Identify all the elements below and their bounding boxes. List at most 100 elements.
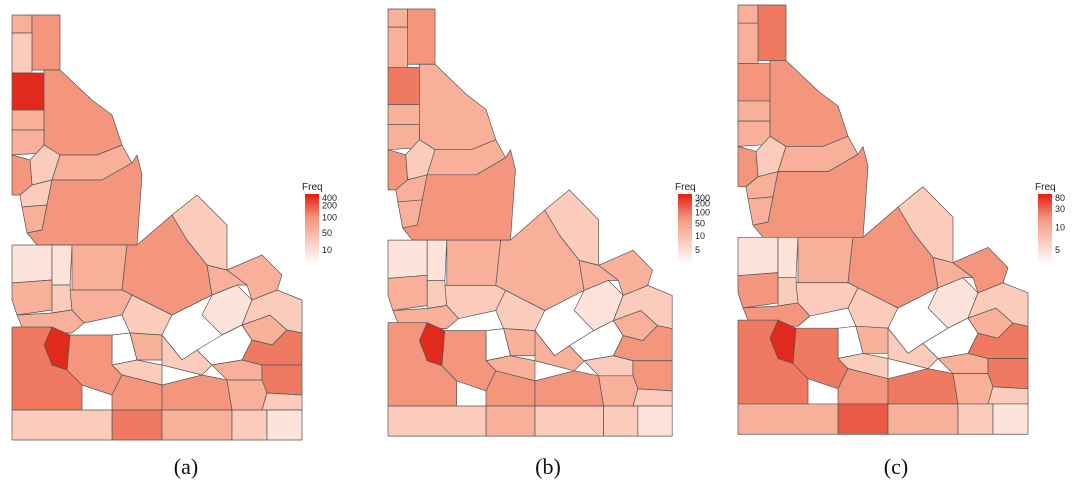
county-region-44 bbox=[957, 403, 994, 435]
county-region-5 bbox=[11, 109, 45, 131]
county-region-14 bbox=[387, 239, 428, 279]
county-region-6 bbox=[43, 69, 123, 156]
county-region-2 bbox=[757, 4, 787, 61]
county-region-36 bbox=[241, 289, 303, 334]
county-region-41 bbox=[987, 386, 1029, 405]
county-region-18 bbox=[797, 236, 854, 284]
legend-tick-label: 10 bbox=[1055, 222, 1065, 232]
county-region-36 bbox=[967, 282, 1029, 327]
county-region-29 bbox=[485, 355, 536, 382]
legend-tick-label: 200 bbox=[695, 198, 710, 208]
county-region-47 bbox=[598, 249, 653, 296]
county-region-22 bbox=[495, 290, 546, 331]
county-region-45 bbox=[266, 409, 303, 441]
county-region-46 bbox=[11, 409, 113, 441]
county-region-45 bbox=[637, 405, 673, 437]
legend-tick-label: 400 bbox=[322, 193, 337, 203]
county-region-29 bbox=[111, 359, 163, 386]
county-region-4 bbox=[387, 66, 420, 105]
county-region-2 bbox=[31, 14, 61, 71]
legend-title: Freq bbox=[675, 182, 696, 193]
county-region-42 bbox=[485, 405, 536, 437]
county-region-14 bbox=[737, 236, 779, 277]
county-region-5 bbox=[387, 104, 420, 125]
county-region-1 bbox=[387, 8, 408, 28]
county-region-15 bbox=[11, 279, 53, 316]
county-region-35 bbox=[987, 358, 1029, 390]
county-region-4 bbox=[11, 72, 45, 111]
county-region-1 bbox=[737, 4, 759, 24]
county-region-46 bbox=[387, 405, 487, 437]
county-region-16 bbox=[777, 236, 799, 279]
legend-tick-label: 5 bbox=[695, 245, 700, 255]
panel-caption: (c) bbox=[884, 454, 908, 479]
legend-tick-label: 5 bbox=[1055, 245, 1060, 255]
county-region-17 bbox=[51, 284, 73, 314]
county-region-6 bbox=[419, 63, 497, 151]
county-region-36 bbox=[613, 285, 673, 329]
legend-color-bar bbox=[305, 194, 319, 264]
county-region-47 bbox=[952, 247, 1009, 294]
legend-tick-label: 50 bbox=[695, 218, 705, 228]
county-region-2 bbox=[407, 8, 436, 65]
map-panel-2 bbox=[387, 8, 673, 437]
county-region-39 bbox=[161, 374, 233, 411]
county-region-35 bbox=[261, 364, 303, 396]
legend-tick-label: 80 bbox=[1055, 193, 1065, 203]
map-panel-1 bbox=[11, 14, 303, 441]
county-region-21 bbox=[444, 285, 506, 319]
county-region-47 bbox=[226, 254, 283, 301]
county-region-41 bbox=[261, 392, 303, 411]
county-region-43 bbox=[534, 405, 604, 437]
county-region-22 bbox=[847, 287, 899, 329]
county-region-48 bbox=[544, 189, 600, 266]
county-region-48 bbox=[171, 194, 228, 271]
county-region-39 bbox=[887, 368, 959, 405]
county-region-42 bbox=[111, 409, 163, 441]
county-region-35 bbox=[632, 360, 673, 392]
county-region-15 bbox=[737, 272, 779, 309]
county-region-40 bbox=[226, 379, 268, 411]
county-region-48 bbox=[897, 186, 954, 263]
county-region-5 bbox=[737, 100, 771, 122]
county-region-3 bbox=[737, 22, 759, 64]
panel-caption: (b) bbox=[535, 454, 561, 479]
county-region-21 bbox=[795, 282, 859, 317]
county-region-4 bbox=[737, 63, 771, 102]
county-region-17 bbox=[426, 279, 448, 309]
county-region-16 bbox=[51, 244, 73, 286]
county-region-46 bbox=[737, 403, 839, 435]
legend-tick-label: 100 bbox=[322, 213, 337, 223]
county-region-43 bbox=[161, 409, 233, 441]
legend-tick-label: 30 bbox=[1055, 204, 1065, 214]
legend-tick-label: 10 bbox=[322, 245, 332, 255]
county-region-15 bbox=[387, 274, 428, 311]
legend-tick-label: 10 bbox=[695, 231, 705, 241]
county-region-16 bbox=[426, 239, 448, 281]
county-region-1 bbox=[11, 14, 33, 34]
county-region-44 bbox=[603, 405, 639, 437]
legend-title: Freq bbox=[1035, 182, 1056, 193]
legend-tick-label: 300 bbox=[695, 193, 710, 203]
county-region-42 bbox=[837, 403, 889, 435]
county-region-22 bbox=[121, 294, 173, 336]
legend-tick-label: 100 bbox=[695, 207, 710, 217]
legend-color-bar bbox=[678, 194, 692, 264]
legend-tick-label: 50 bbox=[322, 228, 332, 238]
county-region-41 bbox=[632, 388, 673, 407]
county-region-45 bbox=[992, 403, 1029, 435]
panel-caption: (a) bbox=[174, 454, 198, 479]
county-region-18 bbox=[71, 244, 128, 291]
legend-tick-label: 200 bbox=[322, 200, 337, 210]
map-panel-3 bbox=[737, 4, 1029, 435]
legend-color-bar bbox=[1038, 194, 1052, 264]
county-region-18 bbox=[446, 239, 502, 286]
county-region-29 bbox=[837, 353, 889, 380]
county-region-43 bbox=[887, 403, 959, 435]
county-region-21 bbox=[69, 289, 133, 324]
county-region-40 bbox=[598, 375, 639, 407]
